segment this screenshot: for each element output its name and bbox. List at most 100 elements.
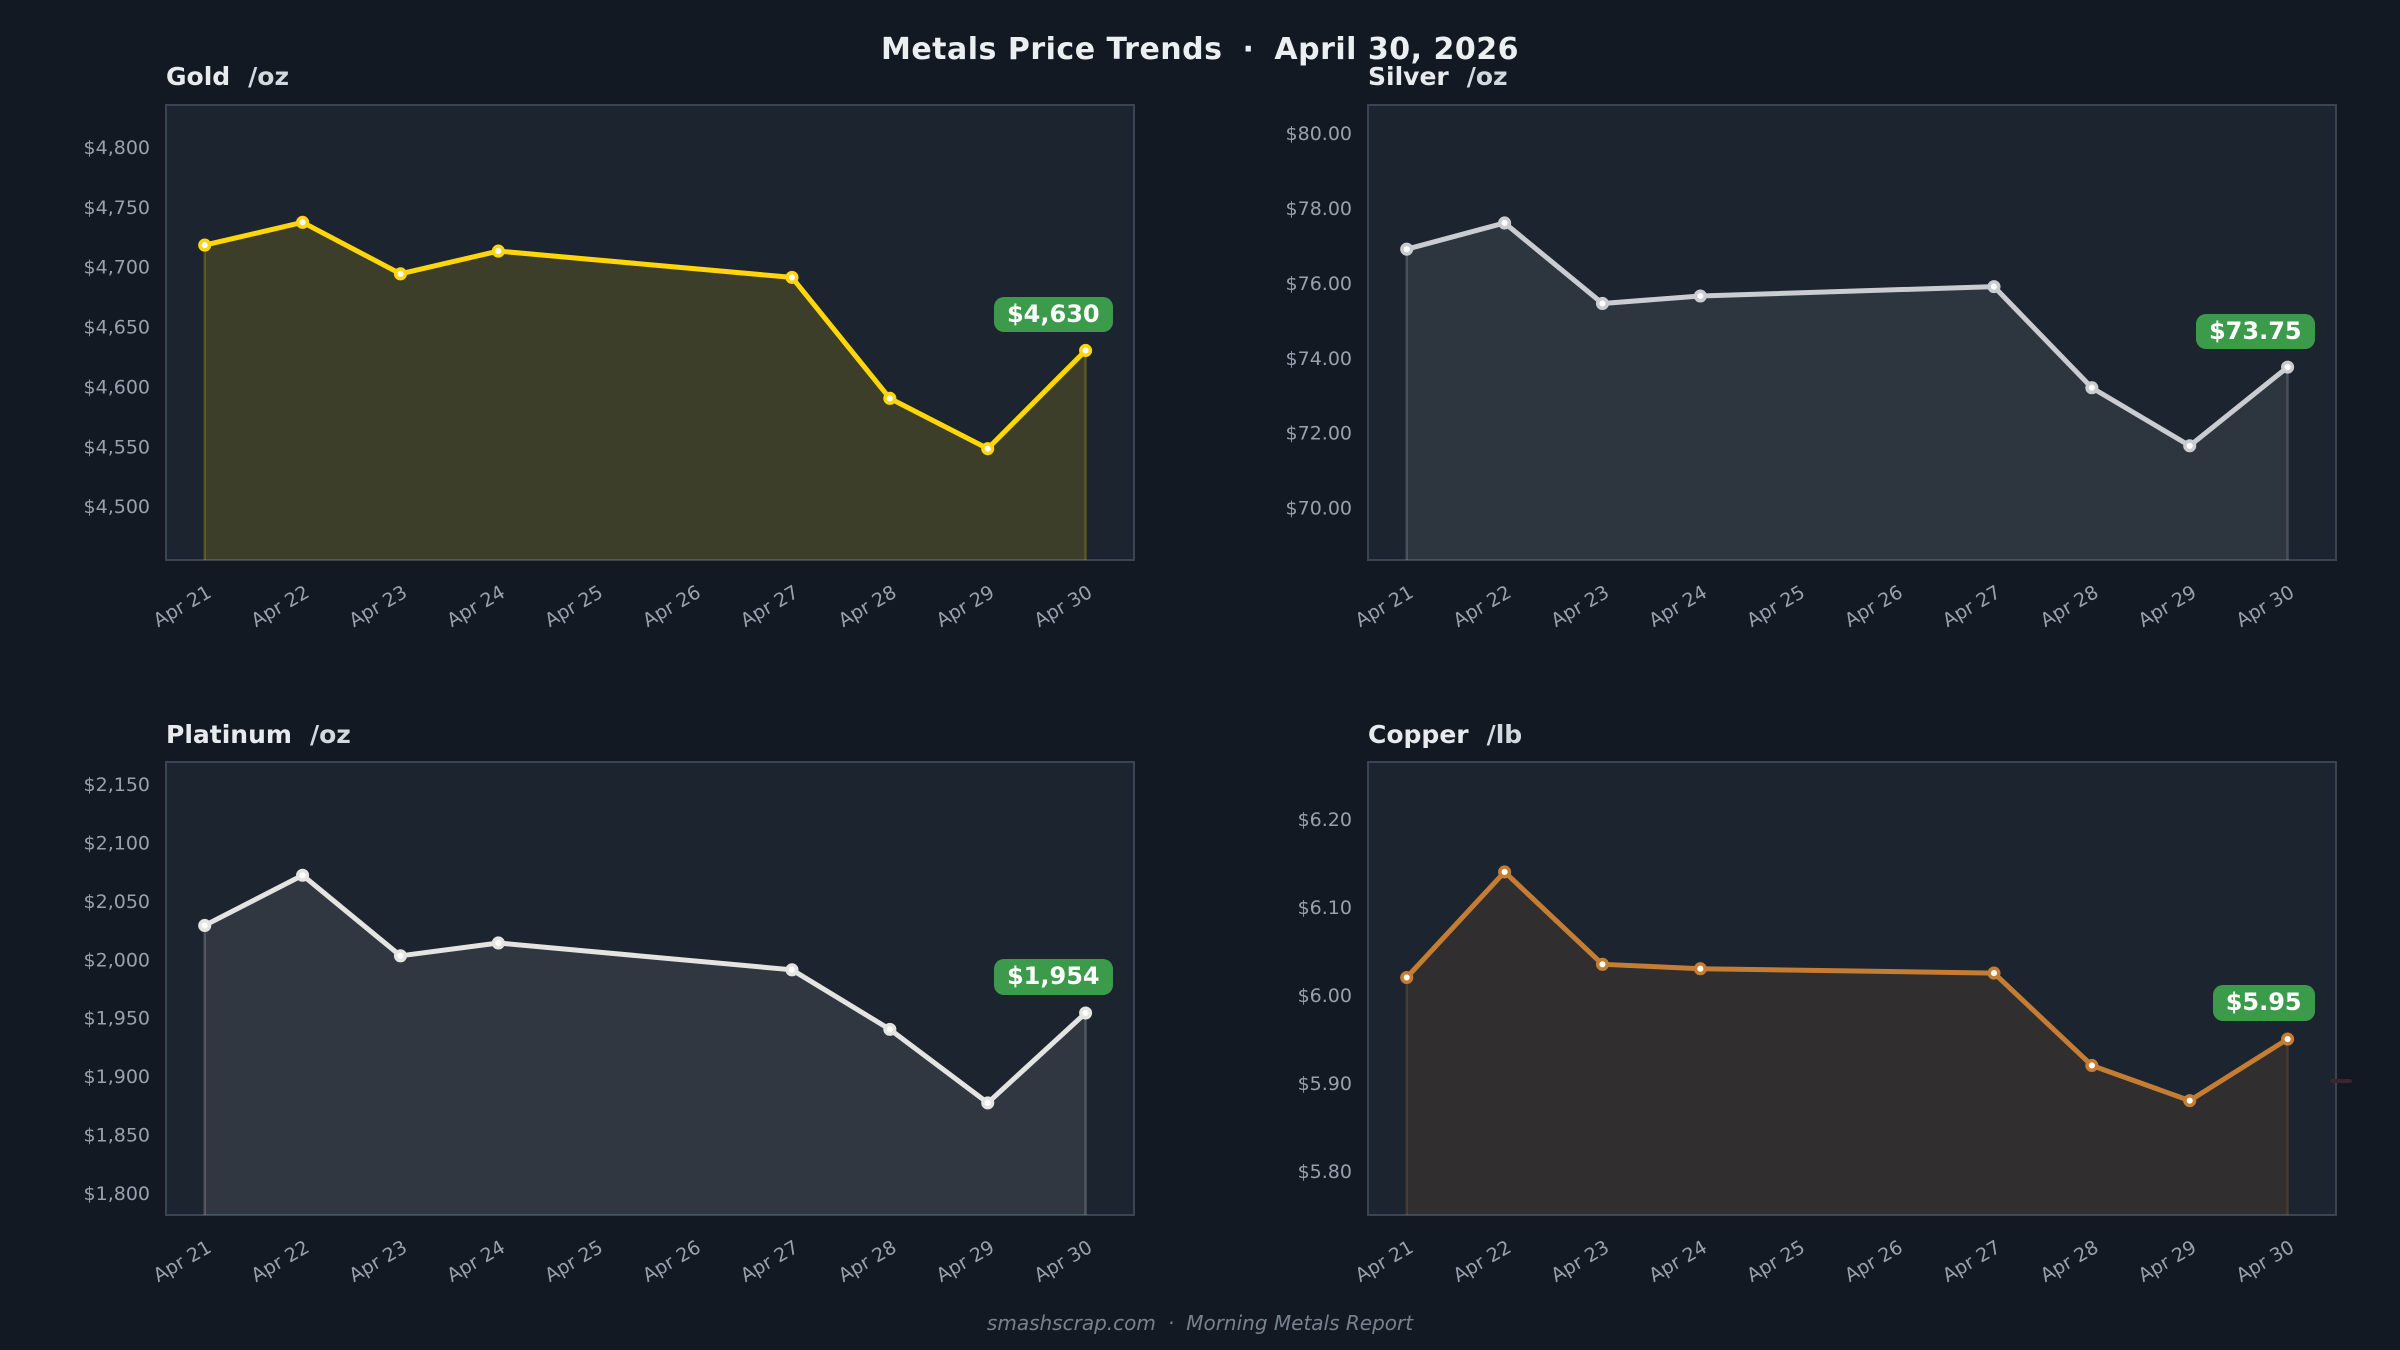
y-tick-label-silver-3: $74.00 (1286, 348, 1352, 370)
area-fill-copper (1406, 871, 2288, 1215)
data-point-silver-3 (1693, 289, 1707, 303)
data-point-platinum-4 (785, 963, 799, 977)
area-fill-silver (1406, 222, 2288, 561)
price-line-copper (1404, 869, 2291, 1104)
data-point-copper-5 (2085, 1058, 2099, 1073)
data-point-silver-6 (2183, 439, 2197, 453)
chart-title-platinum: Platinum/oz (166, 720, 351, 749)
chart-gold: $4,800 $4,750 $4,700 $4,650 $4,600 $4,550 $4,5… (84, 104, 1135, 632)
chart-silver: $80.00 $78.00 $76.00 $74.00 $72.00 $70.00 Apr … (1286, 104, 2337, 632)
data-point-silver-5 (2085, 381, 2099, 395)
y-tick-label-silver-1: $78.00 (1286, 198, 1352, 220)
y-tick-label-platinum-2: $2,050 (84, 891, 150, 913)
chart-title-text-gold: Gold (166, 62, 231, 91)
data-point-platinum-3 (491, 936, 505, 950)
x-tick-label-platinum-6: Apr 27 (737, 1236, 803, 1287)
x-tick-label-gold-0: Apr 21 (150, 581, 216, 632)
area-fill-gold (204, 222, 1086, 560)
last-value-badge-copper: $5.95 (2212, 985, 2315, 1022)
data-point-gold-2 (393, 267, 408, 281)
data-point-platinum-0 (198, 918, 212, 933)
data-point-copper-3 (1693, 962, 1707, 976)
y-tick-label-silver-5: $70.00 (1286, 498, 1352, 520)
page-title-text: Metals Price Trends (880, 32, 1223, 67)
plot-area-platinum (165, 761, 1135, 1216)
chart-title-silver: Silver/oz (1368, 62, 1508, 91)
chart-title-text-copper: Copper (1368, 720, 1469, 749)
price-line-platinum (202, 872, 1089, 1106)
x-tick-label-copper-8: Apr 29 (2135, 1236, 2201, 1287)
last-value-badge-gold: $4,630 (993, 296, 1113, 333)
data-point-gold-0 (198, 238, 212, 252)
x-tick-label-silver-8: Apr 29 (2135, 581, 2201, 632)
y-tick-label-silver-4: $72.00 (1286, 423, 1352, 445)
data-point-silver-2 (1595, 296, 1610, 311)
x-tick-label-platinum-2: Apr 23 (345, 1236, 411, 1287)
y-tick-label-gold-3: $4,650 (84, 317, 150, 339)
data-point-platinum-2 (393, 949, 408, 963)
chart-title-gold: Gold/oz (166, 62, 289, 91)
chart-title-unit-silver: /oz (1466, 62, 1508, 91)
data-point-copper-7 (2281, 1032, 2295, 1046)
area-fill-platinum (204, 875, 1086, 1215)
x-tick-label-silver-9: Apr 30 (2232, 581, 2298, 632)
data-point-copper-6 (2183, 1094, 2197, 1108)
y-tick-label-gold-2: $4,700 (84, 257, 150, 279)
x-tick-label-platinum-8: Apr 29 (933, 1236, 999, 1287)
data-point-platinum-5 (883, 1022, 897, 1036)
data-point-gold-1 (296, 215, 310, 229)
y-tick-label-copper-1: $6.10 (1298, 897, 1352, 919)
footer: smashscrap.com · Morning Metals Report (0, 1311, 2400, 1335)
x-tick-label-silver-1: Apr 22 (1449, 581, 1515, 632)
y-tick-label-platinum-5: $1,900 (84, 1066, 150, 1088)
chart-title-text-silver: Silver (1368, 62, 1449, 91)
x-tick-label-copper-2: Apr 23 (1547, 1236, 1613, 1287)
chart-title-unit-platinum: /oz (309, 720, 351, 749)
data-point-platinum-1 (296, 868, 310, 882)
price-line-gold (202, 219, 1089, 452)
x-tick-label-gold-2: Apr 23 (345, 581, 411, 632)
chart-title-text-platinum: Platinum (166, 720, 292, 749)
y-tick-label-platinum-6: $1,850 (84, 1124, 150, 1146)
x-tick-label-gold-8: Apr 29 (933, 581, 999, 632)
data-point-copper-4 (1987, 966, 2001, 980)
x-tick-label-copper-7: Apr 28 (2037, 1236, 2103, 1287)
y-tick-label-platinum-4: $1,950 (84, 1008, 150, 1030)
y-tick-label-gold-6: $4,500 (84, 496, 150, 518)
x-tick-label-copper-9: Apr 30 (2232, 1236, 2298, 1287)
x-tick-label-silver-5: Apr 26 (1841, 581, 1907, 632)
data-point-copper-2 (1595, 957, 1610, 971)
x-tick-label-copper-3: Apr 24 (1645, 1236, 1711, 1287)
data-point-silver-0 (1400, 242, 1414, 256)
data-point-gold-6 (981, 442, 995, 456)
y-tick-label-gold-4: $4,600 (84, 376, 150, 398)
y-tick-label-platinum-0: $2,150 (84, 774, 150, 796)
x-tick-label-silver-2: Apr 23 (1547, 581, 1613, 632)
chart-platinum: $2,150 $2,100 $2,050 $2,000 $1,950 $1,900 $1,8… (84, 761, 1135, 1287)
y-tick-label-gold-0: $4,800 (84, 137, 150, 159)
data-point-copper-0 (1400, 970, 1414, 985)
x-tick-label-gold-3: Apr 24 (443, 581, 509, 632)
page-title: Metals Price Trends · April 30, 2026 (0, 32, 2400, 67)
chart-title-unit-gold: /oz (248, 62, 290, 91)
x-tick-label-silver-3: Apr 24 (1645, 581, 1711, 632)
x-tick-label-gold-1: Apr 22 (247, 581, 313, 632)
x-tick-label-silver-4: Apr 25 (1743, 581, 1809, 632)
chart-title-unit-copper: /lb (1486, 720, 1523, 749)
y-tick-label-platinum-1: $2,100 (84, 833, 150, 855)
data-point-gold-4 (785, 270, 799, 284)
y-tick-label-copper-0: $6.20 (1298, 809, 1352, 831)
data-point-silver-1 (1498, 216, 1512, 230)
x-tick-label-gold-9: Apr 30 (1030, 581, 1096, 632)
x-tick-label-platinum-7: Apr 28 (835, 1236, 901, 1287)
y-tick-label-silver-0: $80.00 (1286, 123, 1352, 145)
plot-area-copper (1367, 761, 2337, 1216)
x-tick-label-copper-6: Apr 27 (1939, 1236, 2005, 1287)
data-point-gold-5 (883, 391, 897, 405)
x-tick-label-platinum-1: Apr 22 (247, 1236, 313, 1287)
data-point-silver-4 (1987, 280, 2001, 294)
y-tick-label-copper-3: $5.90 (1298, 1073, 1352, 1095)
data-point-platinum-6 (981, 1096, 995, 1110)
stray-dash (2330, 1079, 2352, 1083)
